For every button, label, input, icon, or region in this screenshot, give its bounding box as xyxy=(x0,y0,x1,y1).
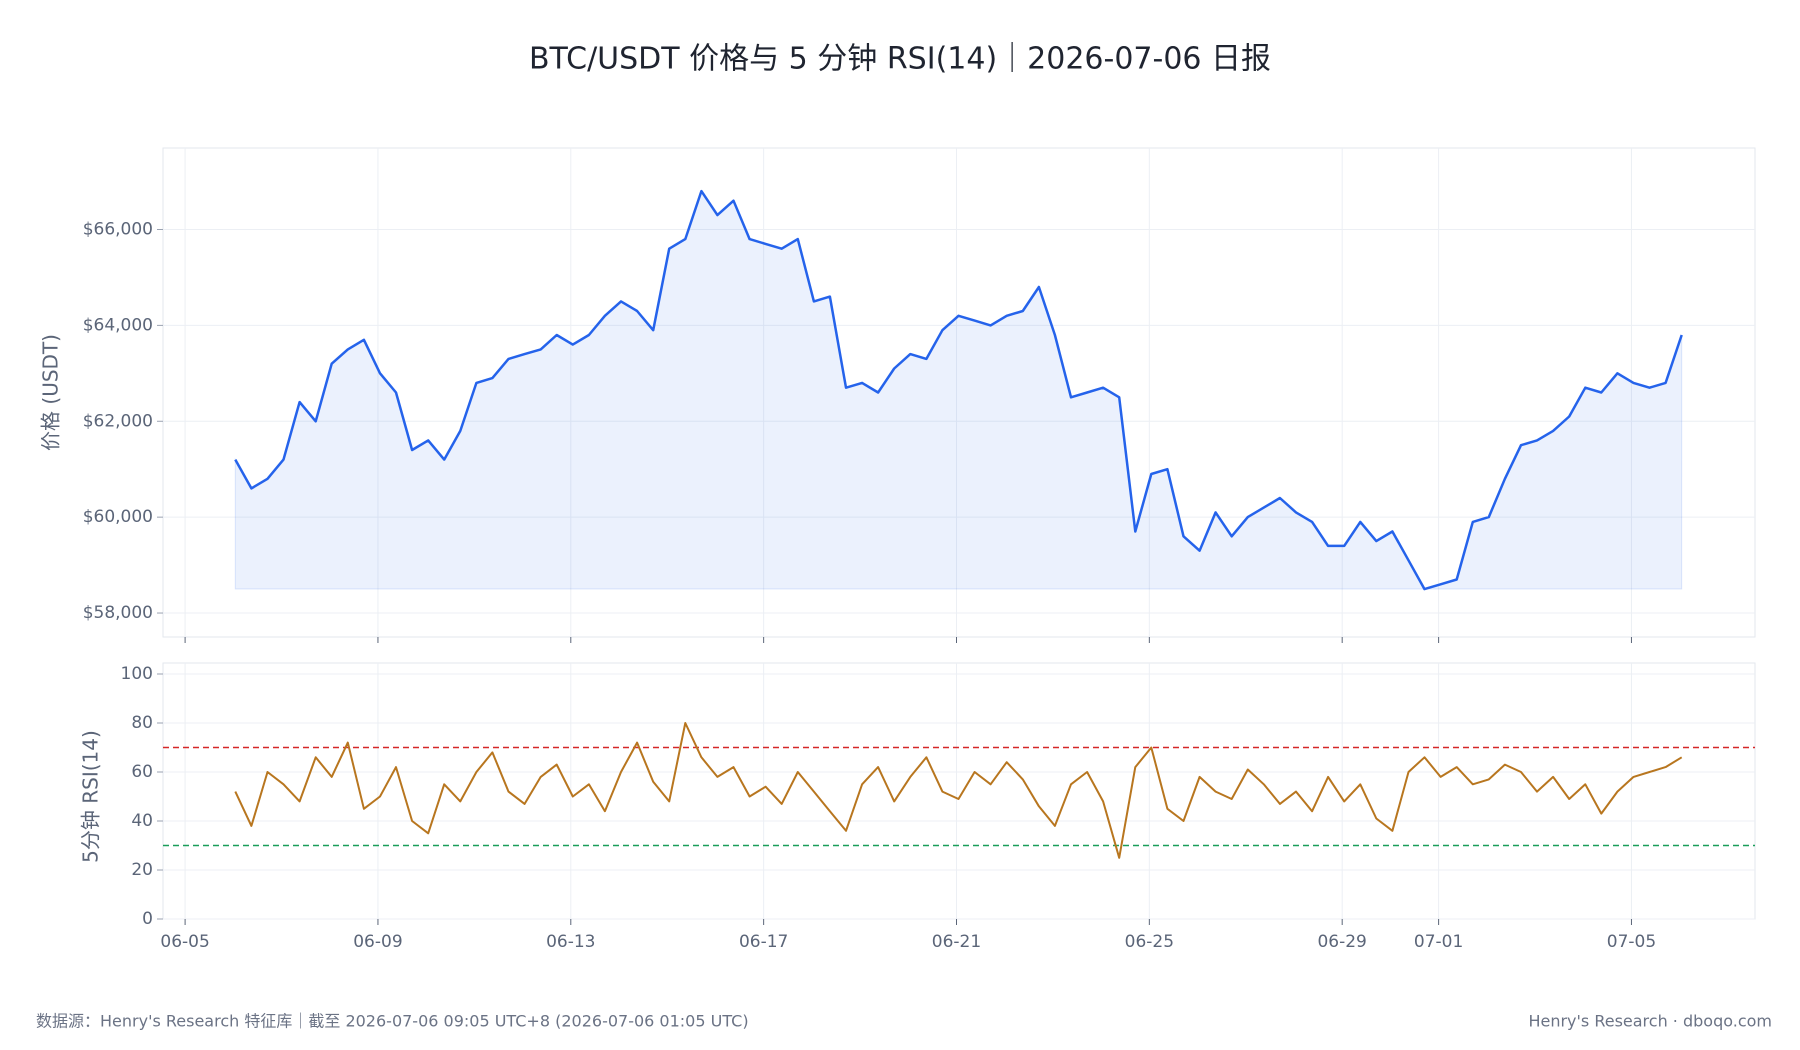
series-line xyxy=(234,189,1683,591)
y-tick-label: $66,000 xyxy=(83,220,153,240)
y-axis-title: 5分钟 RSI(14) xyxy=(79,730,103,863)
series-line xyxy=(234,722,1683,859)
x-tick-label: 06-09 xyxy=(353,932,402,952)
plot-frame xyxy=(162,147,1756,638)
y-tick-label: $58,000 xyxy=(83,603,153,623)
y-axis-title: 价格 (USDT) xyxy=(39,334,63,451)
price-area xyxy=(234,189,1683,590)
x-tick-label: 06-25 xyxy=(1125,932,1174,952)
x-tick-label: 06-05 xyxy=(160,932,209,952)
y-tick-label: 40 xyxy=(131,811,153,831)
y-tick-label: 20 xyxy=(131,860,153,880)
footer-source: 数据源：Henry's Research 特征库｜截至 2026-07-06 0… xyxy=(36,1012,749,1031)
x-tick-label: 06-13 xyxy=(546,932,595,952)
x-tick-label: 07-05 xyxy=(1607,932,1656,952)
plot-frame xyxy=(162,662,1756,920)
y-tick-label: 80 xyxy=(131,713,153,733)
chart-title: BTC/USDT 价格与 5 分钟 RSI(14)｜2026-07-06 日报 xyxy=(529,42,1271,77)
y-tick-label: $60,000 xyxy=(83,507,153,527)
x-tick-label: 06-21 xyxy=(932,932,981,952)
x-tick-label: 07-01 xyxy=(1414,932,1463,952)
y-tick-label: 60 xyxy=(131,762,153,782)
y-tick-label: $64,000 xyxy=(83,315,153,335)
x-tick-label: 06-17 xyxy=(739,932,788,952)
footer-brand: Henry's Research · dboqo.com xyxy=(1528,1012,1772,1031)
y-tick-label: 100 xyxy=(121,664,153,684)
y-tick-label: $62,000 xyxy=(83,411,153,431)
x-tick-label: 06-29 xyxy=(1317,932,1366,952)
y-tick-label: 0 xyxy=(142,909,153,929)
